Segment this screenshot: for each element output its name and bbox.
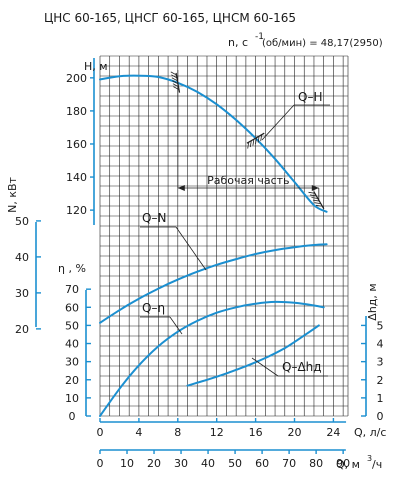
axis-n-tick-label: 30 — [15, 287, 29, 300]
curves-layer — [99, 74, 328, 417]
axis-q-tick-label: 12 — [210, 426, 224, 439]
axis-q-tick-label: 4 — [135, 426, 142, 439]
axis-eta-tick-label: 10 — [65, 392, 79, 405]
axis-h-tick-label: 160 — [66, 138, 87, 151]
series-curve-eta — [99, 300, 325, 417]
axis-q2-tick-label: 40 — [201, 457, 215, 470]
series-label-qn: Q–N — [142, 211, 166, 225]
series-label-qdh-leader — [251, 357, 328, 377]
axis-dh-tick-label: 3 — [377, 356, 384, 369]
axis-dh-label: Δhд, м — [366, 283, 379, 320]
working-zone-hatch-right-stroke — [312, 199, 320, 202]
series-curve-H — [99, 74, 328, 213]
axis-q2-tick-label: 50 — [228, 457, 242, 470]
axis-q-label: Q, л/с — [354, 426, 386, 439]
plot-grid — [99, 55, 349, 417]
working-zone-hatch-right — [308, 191, 325, 210]
working-zone-hatch-right-stroke — [308, 191, 315, 194]
axis-dh-tick-label: 0 — [377, 410, 384, 423]
speed-label-value: (об/мин) = 48,17(2950) — [262, 38, 383, 49]
working-zone-hatch-right-stroke — [315, 204, 323, 207]
working-zone-hatch-right-stroke — [314, 202, 321, 205]
series-label-qeta: Q–η — [142, 301, 165, 315]
axis-n-tick-label: 50 — [15, 215, 29, 228]
axis-q2-tick-label: 0 — [97, 457, 104, 470]
axis-q2-tick-label: 80 — [309, 457, 323, 470]
series-label-qh-leader — [261, 104, 330, 141]
working-zone-arrow-left — [177, 185, 185, 191]
axis-eta-tick-label: 30 — [65, 356, 79, 369]
working-zone-hatch-left-stroke — [171, 74, 178, 79]
axis-q2-label-exponent: 3 — [367, 454, 372, 463]
axis-q-tick-label: 0 — [97, 426, 104, 439]
series-curve-N — [99, 243, 328, 324]
chart-title: ЦНС 60-165, ЦНСГ 60-165, ЦНСМ 60-165 — [44, 11, 296, 25]
speed-label-text: n, c — [228, 36, 248, 49]
h-curve-hatch-mid-stroke — [255, 137, 257, 145]
working-zone-hatch-right-stroke — [309, 194, 317, 197]
series-label-qeta-leader — [140, 316, 183, 335]
h-curve-hatch-mid — [246, 132, 265, 149]
series-curve-dh — [186, 324, 320, 387]
axis-q2-tick-label: 20 — [147, 457, 161, 470]
axis-h-tick-label: 140 — [66, 171, 87, 184]
working-zone-hatch-left-stroke — [171, 77, 178, 82]
axis-q2-tick-label: 60 — [255, 457, 269, 470]
axis-q-tick-label: 20 — [288, 426, 302, 439]
axis-q-tick-label: 8 — [174, 426, 181, 439]
axis-eta-tick-label: 70 — [65, 283, 79, 296]
axis-dh-tick-label: 1 — [377, 392, 384, 405]
h-curve-hatch-mid-stroke — [247, 142, 250, 149]
axis-dh-tick-label: 4 — [377, 338, 384, 351]
h-curve-hatch-mid-stroke — [257, 136, 260, 143]
working-zone-label: Рабочая часть — [207, 174, 289, 187]
axis-n-tick-label: 40 — [15, 251, 29, 264]
axis-q-tick-label: 24 — [326, 426, 340, 439]
axis-q2-tick-label: 10 — [120, 457, 134, 470]
speed-label-exponent: -1 — [255, 32, 264, 42]
axis-eta-tick-label: 0 — [69, 410, 76, 423]
working-zone-hatch-left-stroke — [172, 80, 179, 85]
h-curve-hatch-mid-stroke — [252, 139, 255, 146]
axis-n-tick-label: 20 — [15, 323, 29, 336]
series-label-qh: Q–Н — [298, 90, 322, 104]
axis-eta-label: η , % — [58, 262, 86, 275]
axis-eta-tick-label: 50 — [65, 319, 79, 332]
annotations-layer: Q–Н Q–N Q–η Q–Δhд Рабочая часть — [140, 70, 330, 377]
axis-eta-tick-label: 20 — [65, 374, 79, 387]
axis-q-tick-label: 16 — [249, 426, 263, 439]
axis-eta-tick-label: 60 — [65, 301, 79, 314]
h-curve-hatch-mid-stroke — [260, 134, 263, 142]
axis-q2-label-tail: /ч — [372, 458, 382, 471]
axis-eta-tick-label: 40 — [65, 338, 79, 351]
axis-h-tick-label: 180 — [66, 105, 87, 118]
working-zone-hatch-right-stroke — [311, 197, 318, 199]
speed-label: n, c -1 (об/мин) = 48,17(2950) — [228, 32, 383, 49]
working-zone-hatch-left-stroke — [170, 71, 177, 76]
axis-q2-label: Q, м — [336, 458, 360, 471]
working-zone-hatch-left — [170, 71, 181, 93]
axis-h-tick-label: 200 — [66, 72, 87, 85]
axis-dh-tick-label: 5 — [377, 319, 384, 332]
axis-h-tick-label: 120 — [66, 204, 87, 217]
h-curve-hatch-mid-stroke — [249, 140, 252, 148]
axis-dh-tick-label: 2 — [377, 374, 384, 387]
axis-q2-tick-label: 70 — [282, 457, 296, 470]
working-zone-arrow-right — [311, 185, 319, 191]
series-label-qn-leader — [140, 226, 207, 271]
axis-q2-tick-label: 90 — [336, 457, 350, 470]
axis-n-label: N, кВт — [6, 177, 19, 213]
axis-q2-tick-label: 30 — [174, 457, 188, 470]
axis-h-label: Н, м — [84, 60, 108, 73]
series-label-qdh: Q–Δhд — [282, 360, 322, 374]
